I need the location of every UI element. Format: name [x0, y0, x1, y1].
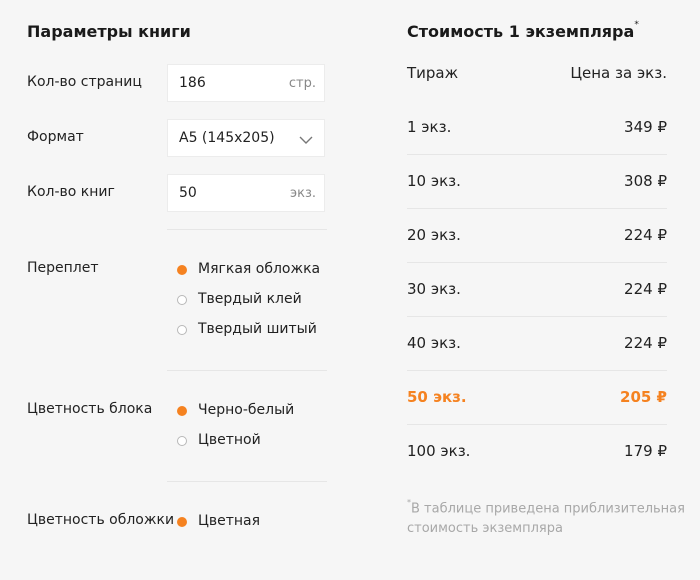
- format-label: Формат: [27, 129, 84, 145]
- price-row: 30 экз. 224 ₽: [407, 262, 667, 316]
- format-select[interactable]: А5 (145х205): [167, 119, 325, 157]
- row-price: 224 ₽: [624, 280, 667, 298]
- row-divider: [407, 154, 667, 155]
- row-qty: 30 экз.: [407, 280, 461, 298]
- cover-color-option-label: Цветная: [198, 513, 261, 529]
- block-color-option-label: Цветной: [198, 432, 261, 448]
- radio-selected-icon[interactable]: [177, 265, 187, 275]
- row-price: 205 ₽: [620, 388, 667, 406]
- footnote-mark: *: [407, 498, 411, 507]
- binding-option-label: Твердый шитый: [198, 321, 317, 337]
- row-divider: [407, 424, 667, 425]
- row-qty: 50 экз.: [407, 388, 467, 406]
- row-divider: [407, 208, 667, 209]
- binding-option-label: Твердый клей: [198, 291, 302, 307]
- pages-unit: стр.: [288, 76, 316, 91]
- divider: [167, 481, 327, 482]
- radio-selected-icon[interactable]: [177, 406, 187, 416]
- copies-value[interactable]: 50: [179, 185, 197, 201]
- binding-label: Переплет: [27, 260, 99, 276]
- row-price: 308 ₽: [624, 172, 667, 190]
- row-qty: 1 экз.: [407, 118, 452, 136]
- row-divider: [407, 370, 667, 371]
- pages-value[interactable]: 186: [179, 75, 206, 91]
- footnote-mark: *: [634, 20, 639, 30]
- price-row: 1 экз. 349 ₽: [407, 100, 667, 154]
- row-qty: 20 экз.: [407, 226, 461, 244]
- price-row: 20 экз. 224 ₽: [407, 208, 667, 262]
- pages-input[interactable]: 186 стр.: [167, 64, 325, 102]
- row-divider: [407, 262, 667, 263]
- copies-label: Кол-во книг: [27, 184, 115, 200]
- cover-color-label: Цветность обложки: [27, 512, 175, 528]
- binding-option-label: Мягкая обложка: [198, 261, 321, 277]
- book-params-title: Параметры книги: [27, 22, 191, 41]
- row-qty: 100 экз.: [407, 442, 471, 460]
- pages-label: Кол-во страниц: [27, 74, 142, 90]
- chevron-down-icon[interactable]: [299, 133, 313, 149]
- row-price: 179 ₽: [624, 442, 667, 460]
- row-qty: 10 экз.: [407, 172, 461, 190]
- radio-unselected-icon[interactable]: [177, 436, 187, 446]
- footnote-text: В таблице приведена приблизительная стои…: [407, 501, 685, 537]
- radio-unselected-icon[interactable]: [177, 325, 187, 335]
- divider: [167, 370, 327, 371]
- price-row-highlighted: 50 экз. 205 ₽: [407, 370, 667, 424]
- row-price: 224 ₽: [624, 226, 667, 244]
- divider: [167, 229, 327, 230]
- price-row: 40 экз. 224 ₽: [407, 316, 667, 370]
- col-header-qty: Тираж: [407, 64, 459, 82]
- col-header-price: Цена за экз.: [570, 64, 667, 82]
- row-price: 349 ₽: [624, 118, 667, 136]
- price-title-text: Стоимость 1 экземпляра: [407, 22, 635, 41]
- radio-selected-icon[interactable]: [177, 517, 187, 527]
- copies-input[interactable]: 50 экз.: [167, 174, 325, 212]
- block-color-label: Цветность блока: [27, 401, 153, 417]
- price-title: Стоимость 1 экземпляра*: [407, 20, 639, 41]
- row-divider: [407, 316, 667, 317]
- price-row: 100 экз. 179 ₽: [407, 424, 667, 478]
- format-value[interactable]: А5 (145х205): [179, 130, 275, 146]
- row-qty: 40 экз.: [407, 334, 461, 352]
- radio-unselected-icon[interactable]: [177, 295, 187, 305]
- block-color-option-label: Черно-белый: [198, 402, 295, 418]
- price-footnote: *В таблице приведена приблизительная сто…: [407, 495, 692, 539]
- price-row: 10 экз. 308 ₽: [407, 154, 667, 208]
- copies-unit: экз.: [289, 186, 316, 201]
- row-price: 224 ₽: [624, 334, 667, 352]
